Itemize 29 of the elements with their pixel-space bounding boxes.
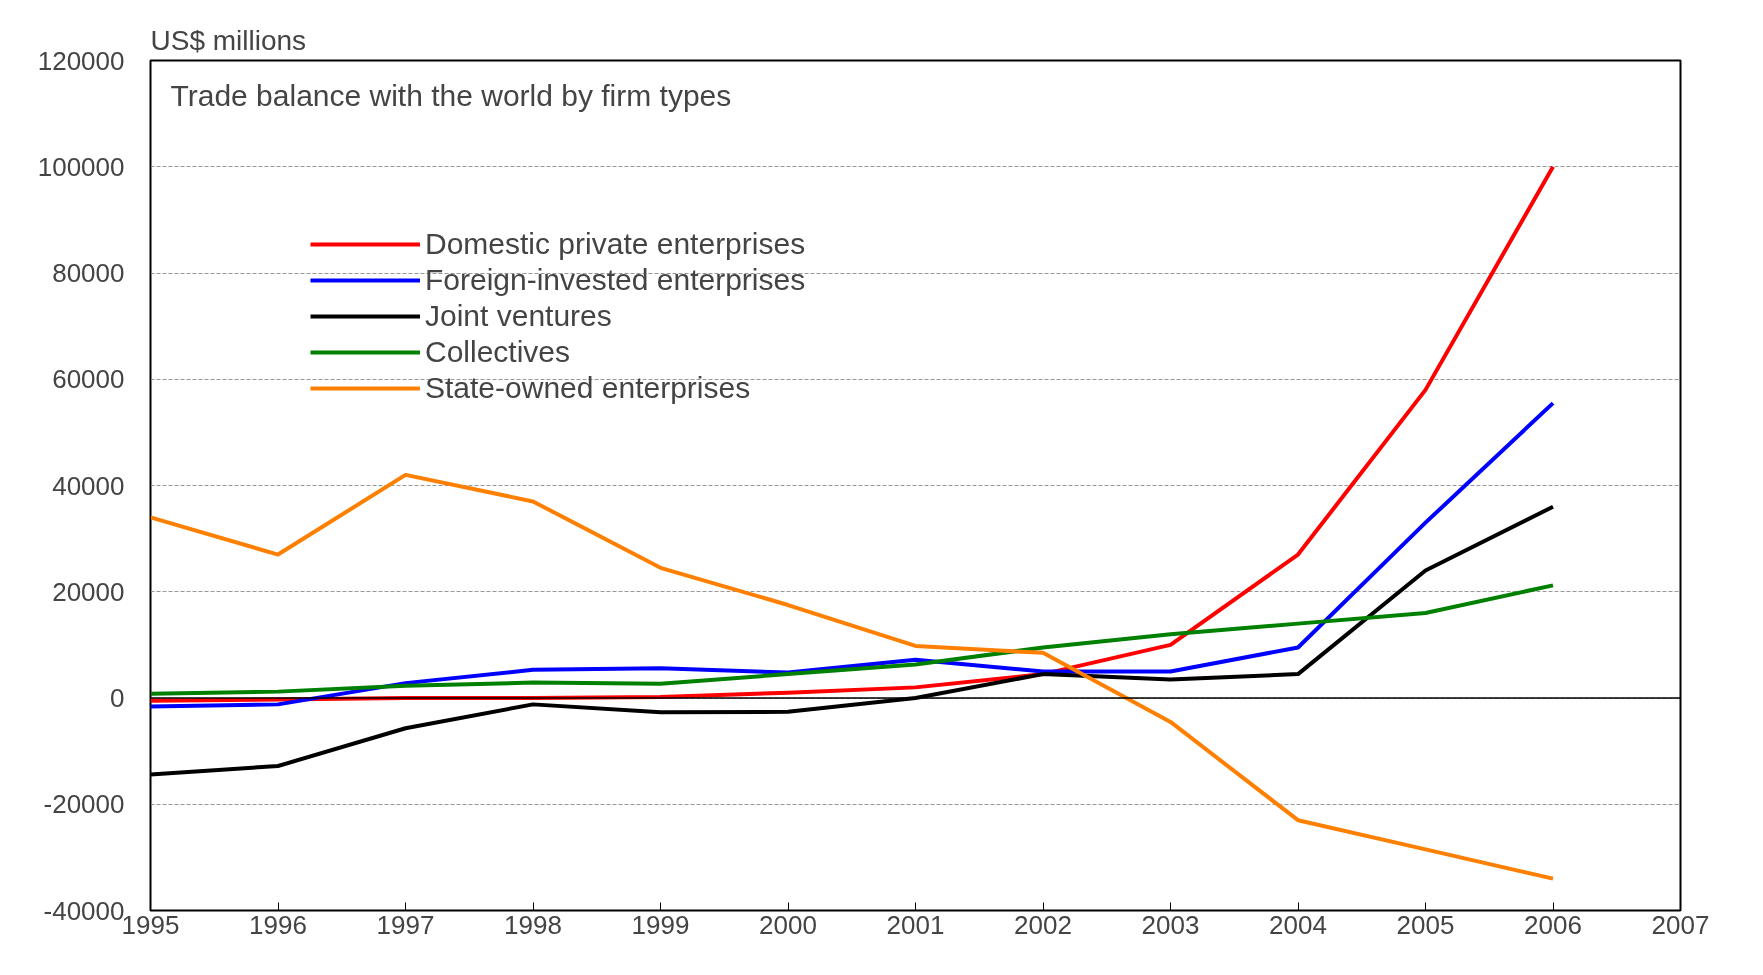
x-tick-label: 1999 [631,909,690,940]
y-tick-label: 0 [110,683,125,713]
y-tick-label: 20000 [52,576,125,607]
x-tick-label: 2007 [1651,909,1710,940]
legend-label: Foreign-invested enterprises [425,263,806,297]
x-tick-label: 2003 [1141,909,1200,940]
line-series [150,583,1555,696]
legend-label: Joint ventures [425,299,612,333]
legend-label: Domestic private enterprises [425,227,806,261]
x-tick-label: 2002 [1014,909,1072,940]
y-tick-label: 80000 [52,258,125,288]
text: Trade balance with the world by firm types [170,79,732,112]
x-tick-label: 1996 [249,909,307,940]
y-tick-label: 40000 [52,470,125,501]
y-tick-label: 120000 [37,45,125,76]
legend-label: State-owned enterprises [425,371,751,405]
line-series [150,472,1555,881]
y-tick-label: -20000 [43,789,125,820]
x-tick-label: 2001 [886,909,945,940]
x-tick-label: 1997 [376,909,435,940]
y-axis-title: US$ millions [150,24,307,56]
x-tick-label: 2004 [1269,909,1327,940]
y-tick-label: 60000 [52,364,125,395]
x-tick-label: 2000 [759,909,817,940]
legend-label: Collectives [425,335,571,369]
y-tick-label: 100000 [37,151,125,182]
x-tick-label: 1998 [504,909,562,940]
x-tick-label: 2006 [1524,909,1582,940]
x-tick-label: 2005 [1396,909,1455,940]
